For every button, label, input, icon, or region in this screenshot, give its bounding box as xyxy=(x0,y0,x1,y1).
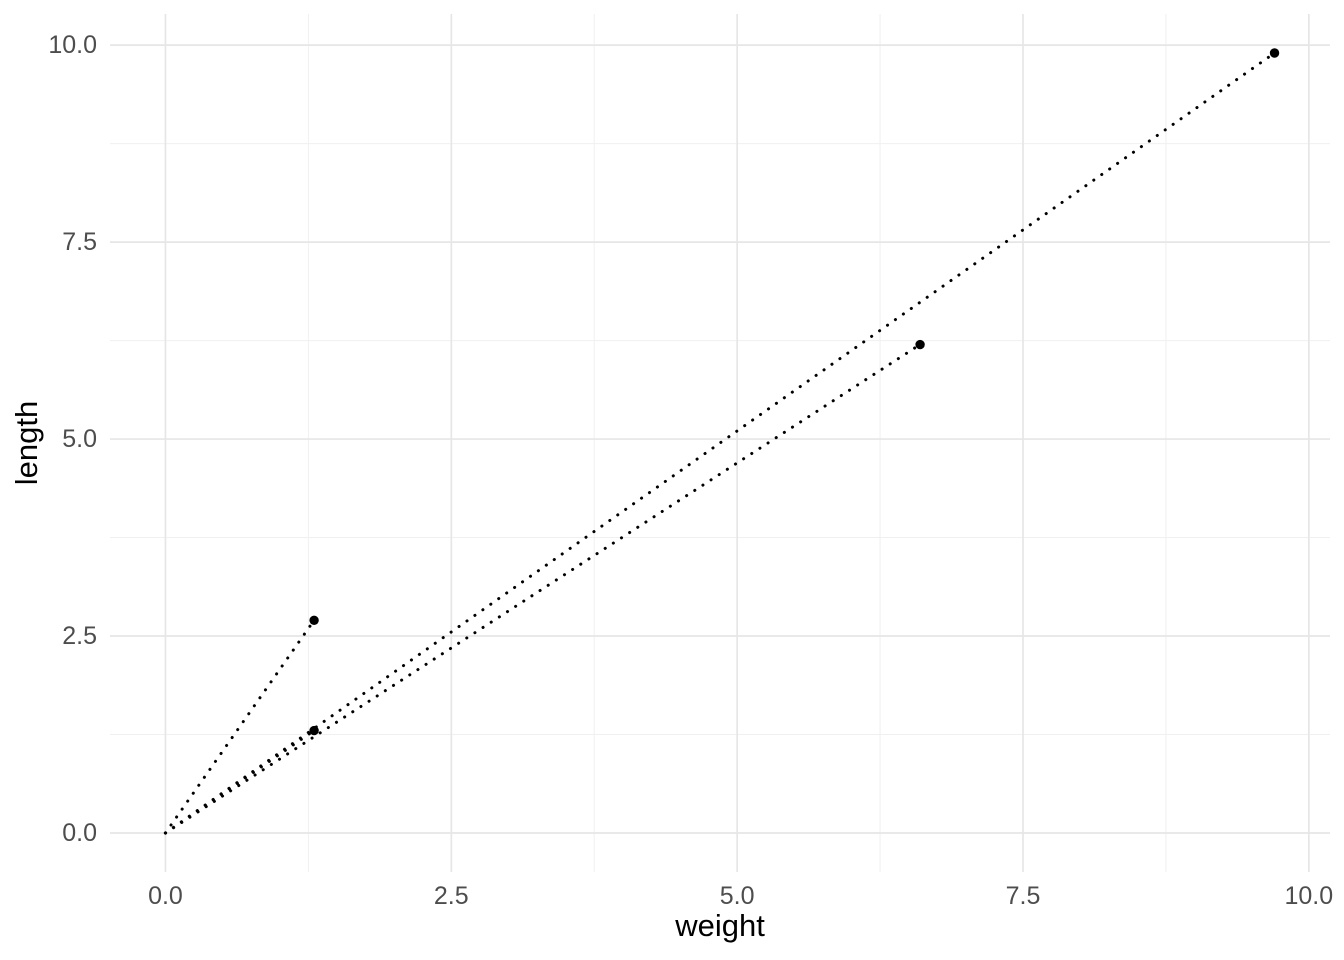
data-point xyxy=(915,339,925,350)
x-tick-label: 5.0 xyxy=(719,882,755,910)
dotted-segment xyxy=(163,51,1277,835)
x-tick-label: 0.0 xyxy=(148,882,183,910)
x-axis-title: weight xyxy=(675,908,765,943)
data-point xyxy=(309,725,319,736)
x-tick-label: 7.5 xyxy=(1005,882,1041,910)
data-point xyxy=(1269,48,1280,58)
y-tick-label: 0.0 xyxy=(62,819,97,847)
dotted-segment xyxy=(163,729,316,835)
data-points xyxy=(309,48,1280,736)
y-tick-label: 5.0 xyxy=(62,425,97,454)
grid-major-lines xyxy=(110,14,1330,872)
y-axis-title: length xyxy=(9,400,44,486)
y-tick-label: 2.5 xyxy=(62,622,97,651)
x-tick-label: 10.0 xyxy=(1284,882,1334,910)
dotted-segment xyxy=(163,343,922,835)
y-tick-label: 7.5 xyxy=(62,228,97,257)
data-point xyxy=(309,615,319,625)
dotted-segment xyxy=(163,618,316,835)
y-tick-label: 10.0 xyxy=(48,31,97,60)
origin-segments xyxy=(163,51,1277,835)
x-tick-label: 2.5 xyxy=(433,882,469,910)
